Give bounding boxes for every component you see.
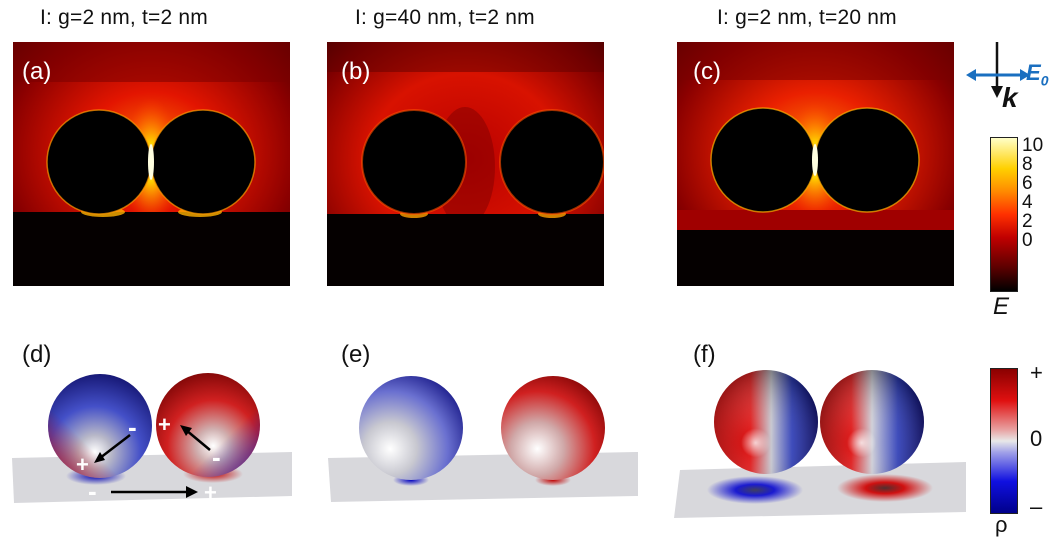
field-map-b [327,42,604,286]
charge-map-d: - + + - - + [8,370,298,510]
charge-sign: + [158,412,171,437]
colorbar-rho-mid: 0 [1030,426,1043,451]
tick: 4 [1022,192,1033,213]
tick: 2 [1022,211,1033,232]
wavevector-label: k [1002,82,1018,113]
colorbar-e [990,137,1018,292]
colorbar-rho-top: + [1030,360,1043,385]
charge-sign: + [76,452,89,477]
charge-sign: + [204,480,217,505]
field-map-a [13,42,290,286]
panel-a-label: (a) [22,58,52,85]
field-map-c [677,42,954,286]
charge-sign: - [128,412,137,442]
charge-sign: - [212,442,221,472]
incidence-indicator: k E0 [966,38,1056,118]
panel-b-label: (b) [341,58,371,85]
colorbar-e-label: E [993,293,1010,320]
panel-f-label: (f) [693,341,716,368]
colorbar-e-ticks: 10 8 6 4 2 0 [1022,136,1043,250]
efield-label: E0 [1026,60,1049,89]
colorbar-rho-label: ρ [995,512,1008,537]
panel-a-title: I: g=2 nm, t=2 nm [40,6,208,29]
panel-e-label: (e) [341,341,371,368]
charge-map-f [670,362,970,522]
charge-map-e [323,370,643,510]
charge-sign: - [88,476,97,506]
colorbar-rho [990,368,1018,514]
panel-c-title: I: g=2 nm, t=20 nm [717,6,897,29]
panel-d-label: (d) [22,341,52,368]
colorbar-rho-bottom: – [1030,494,1043,519]
tick: 6 [1022,173,1033,194]
panel-c-label: (c) [693,58,721,85]
tick: 0 [1022,230,1033,251]
tick: 10 [1022,135,1044,156]
tick: 8 [1022,154,1033,175]
panel-b-title: I: g=40 nm, t=2 nm [355,6,535,29]
